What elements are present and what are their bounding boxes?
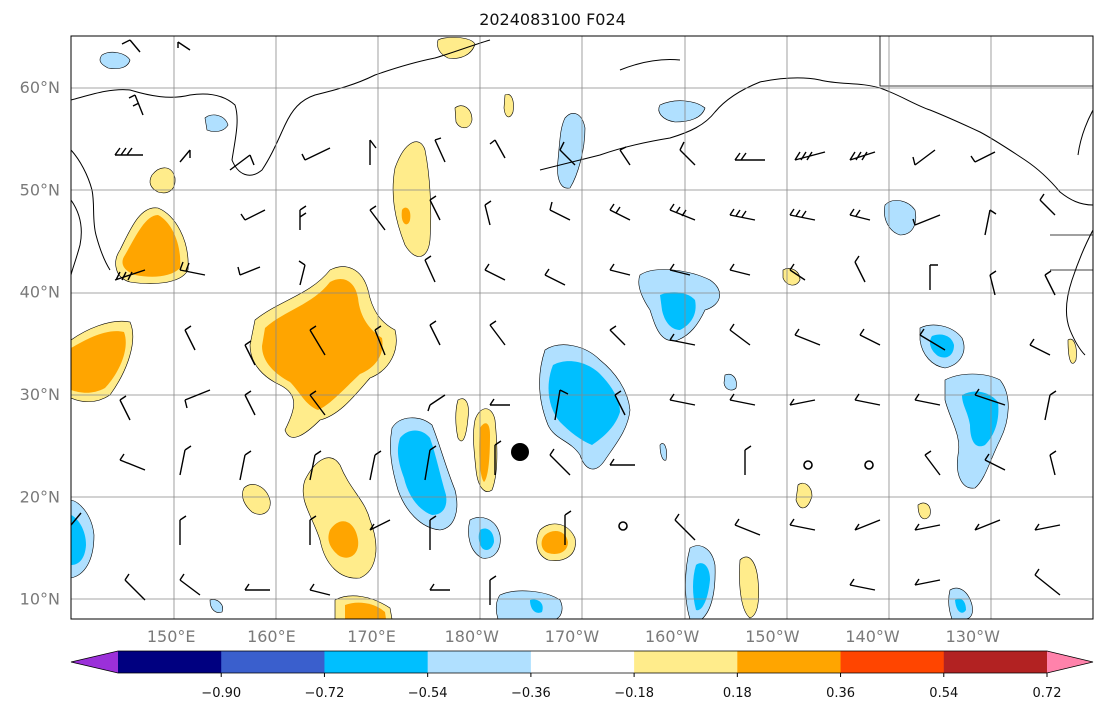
latitude-label: 50°N [20,180,60,199]
colorbar-segment [737,651,842,673]
colorbar-tick-label: −0.90 [201,686,241,701]
colorbar-tick-label: 0.36 [826,686,855,701]
latitude-label: 10°N [20,590,60,609]
colorbar-tick-label: 0.72 [1033,686,1062,701]
colorbar-extend-low [71,651,118,673]
wind-barbs [71,39,1061,605]
colorbar-outline [70,650,1094,674]
colorbar: −0.90 −0.72 −0.54 −0.36 −0.18 0.18 0.36 0.54 0.7… [70,650,1094,701]
coastlines [71,39,1093,356]
longitude-label: 180°W [445,627,500,646]
colorbar-segment [943,651,1048,673]
colorbar-segment [324,651,429,673]
colorbar-segment [840,651,945,673]
latitude-label: 40°N [20,283,60,302]
latitude-label: 30°N [20,385,60,404]
small-circle-markers [618,460,874,531]
country-borders [879,36,1093,271]
longitude-label: 150°W [745,627,800,646]
small-circle-marker [618,521,628,531]
longitude-labels: 150°E 160°E 170°E 180°W 170°W 160°W 150°W 140°W… [147,627,1000,646]
map-frame [70,35,1094,620]
longitude-label: 160°E [247,627,296,646]
longitude-label: 160°W [645,627,700,646]
colorbar-segment [427,651,532,673]
colorbar-segment [118,651,222,673]
longitude-label: 150°E [147,627,196,646]
latitude-label: 20°N [20,487,60,506]
colorbar-segment [634,651,738,673]
gridlines [71,36,1093,619]
map-title: 2024083100 F024 [479,10,626,29]
latitude-label: 60°N [20,78,60,97]
longitude-label: 140°W [845,627,900,646]
colorbar-tick-label: −0.36 [511,686,551,701]
small-circle-marker [803,460,813,470]
storm-center-marker [511,443,529,461]
map-plot-area [70,35,1094,620]
colorbar-tick-label: −0.54 [408,686,448,701]
colorbar-tick-label: −0.18 [614,686,654,701]
longitude-label: 170°E [347,627,396,646]
anomaly-shading [71,37,1077,619]
latitude-labels: 60°N 50°N 40°N 30°N 20°N 10°N [20,78,60,608]
longitude-label: 170°W [545,627,600,646]
colorbar-segment [221,651,325,673]
small-circle-marker [864,460,874,470]
colorbar-tick-label: 0.54 [929,686,958,701]
longitude-label: 130°W [946,627,1001,646]
colorbar-tick-label: −0.72 [305,686,345,701]
colorbar-extend-high [1047,651,1093,673]
colorbar-segment [530,651,635,673]
colorbar-tick-label: 0.18 [723,686,752,701]
